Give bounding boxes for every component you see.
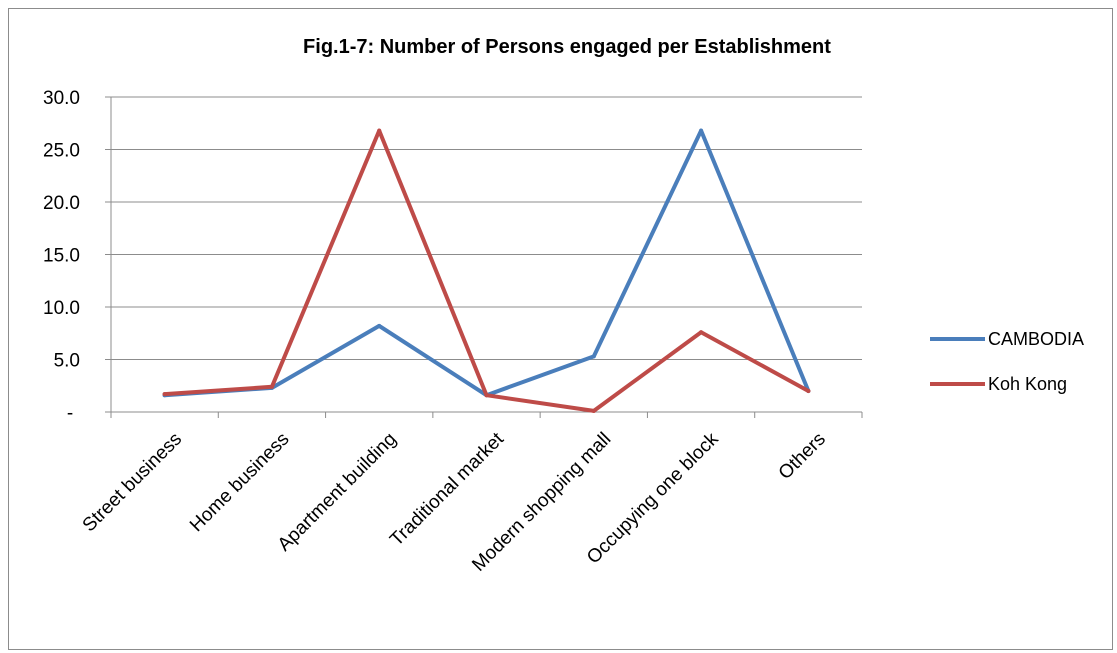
x-category-label: Apartment building bbox=[274, 429, 401, 556]
x-category-label: Others bbox=[775, 429, 830, 484]
data-point bbox=[484, 393, 489, 398]
chart-frame bbox=[8, 8, 1113, 650]
y-axis-ticks: - 5.0 10.0 15.0 20.0 25.0 30.0 bbox=[43, 88, 111, 424]
y-tick-label: 30.0 bbox=[43, 88, 80, 109]
series-line bbox=[162, 128, 811, 398]
y-tick-label: - bbox=[67, 403, 73, 424]
y-tick-label: 5.0 bbox=[54, 351, 80, 372]
data-point bbox=[591, 408, 596, 413]
legend-label: Koh Kong bbox=[988, 374, 1067, 394]
data-point bbox=[162, 392, 167, 397]
data-point bbox=[699, 128, 704, 133]
y-tick-label: 15.0 bbox=[43, 246, 80, 267]
legend-label: CAMBODIA bbox=[988, 329, 1084, 349]
data-point bbox=[806, 389, 811, 393]
legend: CAMBODIA Koh Kong bbox=[930, 329, 1084, 394]
x-category-label: Traditional market bbox=[386, 428, 508, 550]
chart-title: Fig.1-7: Number of Persons engaged per E… bbox=[303, 36, 831, 58]
y-tick-label: 25.0 bbox=[43, 141, 80, 162]
gridlines bbox=[111, 96, 862, 360]
axes bbox=[110, 97, 863, 418]
y-tick-label: 20.0 bbox=[43, 193, 80, 214]
data-point bbox=[377, 128, 382, 133]
series-lines bbox=[162, 128, 811, 413]
data-point bbox=[269, 384, 274, 389]
data-point bbox=[377, 323, 382, 328]
x-category-label: Street business bbox=[79, 429, 186, 536]
series-line bbox=[162, 128, 811, 413]
y-tick-label: 10.0 bbox=[43, 298, 80, 319]
data-point bbox=[591, 354, 596, 359]
data-point bbox=[699, 330, 704, 335]
x-category-label: Home business bbox=[186, 429, 293, 536]
